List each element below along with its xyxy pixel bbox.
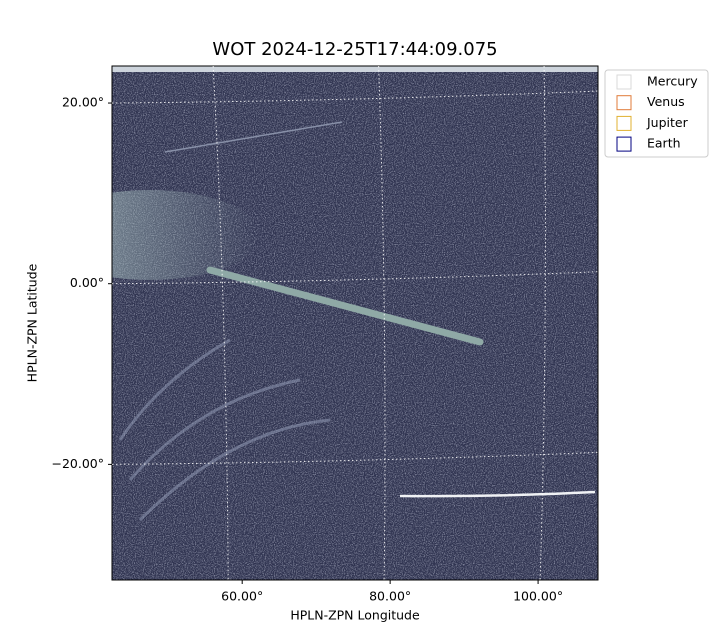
grid bbox=[112, 66, 598, 580]
streak bbox=[206, 266, 484, 346]
streak bbox=[164, 121, 343, 153]
legend-label: Venus bbox=[647, 94, 685, 109]
legend-swatch bbox=[616, 95, 632, 111]
streak bbox=[118, 338, 331, 522]
legend: Mercury Venus Jupiter Earth bbox=[604, 69, 709, 158]
grid-line bbox=[539, 66, 546, 580]
legend-label: Mercury bbox=[647, 74, 698, 89]
y-tick-label: 0.00° bbox=[70, 275, 104, 290]
glow bbox=[112, 190, 260, 280]
image-noise bbox=[112, 66, 598, 580]
legend-label: Jupiter bbox=[646, 115, 689, 130]
x-axis-label: HPLN-ZPN Longitude bbox=[290, 608, 420, 623]
y-axis-label: HPLN-ZPN Latitude bbox=[25, 263, 40, 382]
legend-label: Earth bbox=[647, 136, 681, 151]
x-tick-label: 80.00° bbox=[369, 589, 411, 604]
legend-swatch bbox=[616, 115, 632, 131]
y-tick-label: 20.00° bbox=[62, 95, 104, 110]
legend-frame bbox=[604, 69, 709, 158]
grid-line bbox=[212, 66, 229, 580]
y-tick-label: −20.00° bbox=[51, 456, 104, 471]
edge bbox=[112, 66, 598, 72]
legend-swatch bbox=[616, 136, 632, 152]
grid-line bbox=[378, 66, 386, 580]
image bbox=[112, 66, 598, 580]
x-tick-label: 60.00° bbox=[221, 589, 263, 604]
axes-frame bbox=[111, 65, 599, 581]
chart-title: WOT 2024-12-25T17:44:09.075 bbox=[212, 39, 497, 60]
x-tick-label: 100.00° bbox=[513, 589, 563, 604]
legend-swatch bbox=[616, 74, 632, 90]
streak bbox=[399, 490, 596, 498]
